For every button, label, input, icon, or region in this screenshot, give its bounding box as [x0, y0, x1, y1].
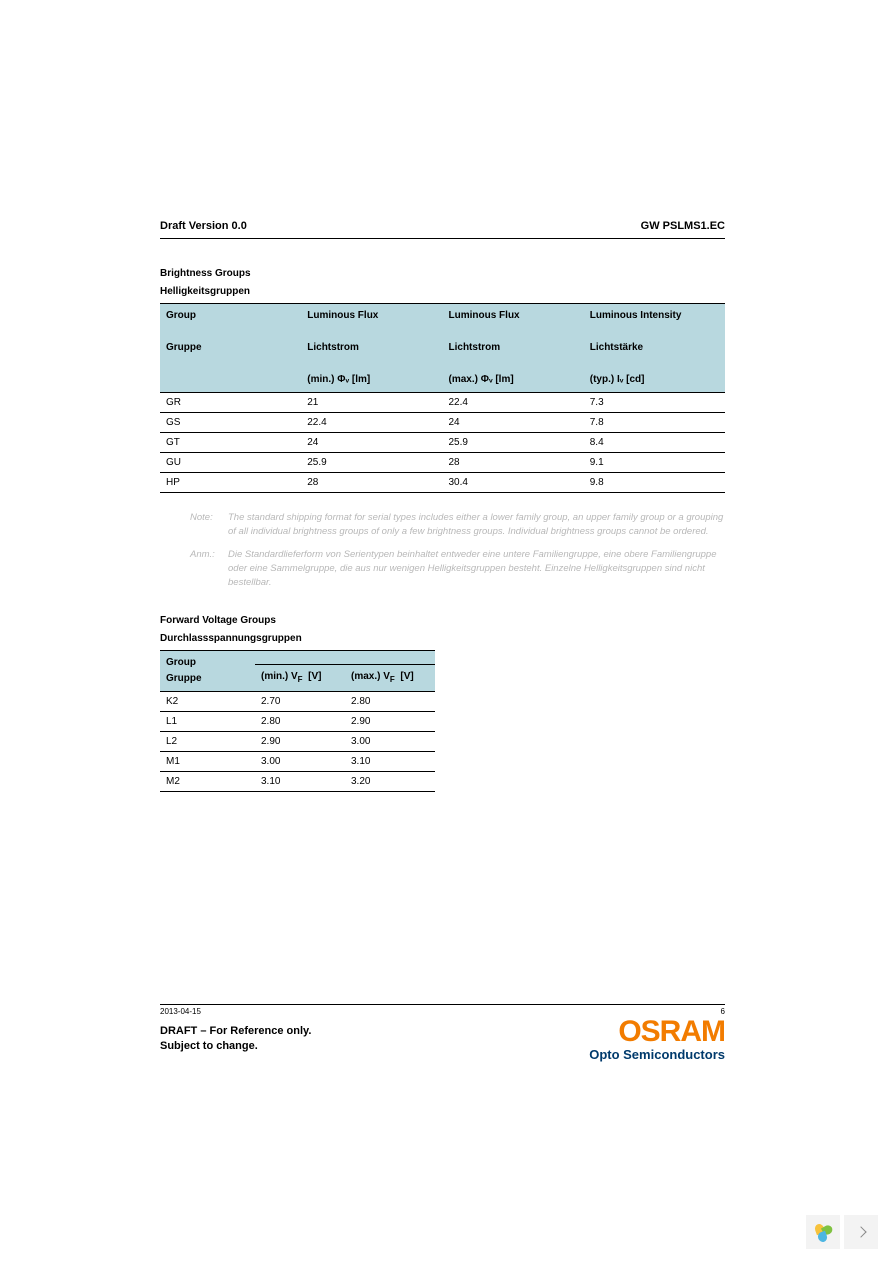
- table-cell: 21: [301, 393, 442, 413]
- col-header-intensity: Luminous Intensity Lichtstärke (typ.) Iᵥ…: [584, 304, 725, 393]
- table-cell: L1: [160, 712, 255, 732]
- chevron-right-icon: [855, 1226, 866, 1237]
- col-header-group: Group Gruppe: [160, 304, 301, 393]
- note-label-de: Anm.:: [190, 548, 228, 591]
- table-cell: 30.4: [443, 473, 584, 493]
- table-cell: 3.10: [345, 752, 435, 772]
- table-cell: 8.4: [584, 433, 725, 453]
- vcol-header-group: Group Gruppe: [160, 651, 255, 692]
- page-header: Draft Version 0.0 GW PSLMS1.EC: [160, 220, 725, 239]
- logo-main: OSRAM: [589, 1018, 725, 1045]
- vcol-header-span: [255, 651, 435, 665]
- header-draft-version: Draft Version 0.0: [160, 220, 247, 232]
- viewer-controls: [806, 1215, 878, 1249]
- table-cell: M1: [160, 752, 255, 772]
- table-cell: 3.00: [345, 732, 435, 752]
- next-page-button[interactable]: [844, 1215, 878, 1249]
- table-cell: 3.00: [255, 752, 345, 772]
- table-cell: GT: [160, 433, 301, 453]
- brightness-title-en: Brightness Groups: [160, 267, 725, 281]
- brightness-table: Group Gruppe Luminous Flux Lichtstrom (m…: [160, 303, 725, 493]
- table-row: L22.903.00: [160, 732, 435, 752]
- table-cell: 2.80: [255, 712, 345, 732]
- header-part-number: GW PSLMS1.EC: [641, 220, 725, 232]
- table-cell: 25.9: [301, 453, 442, 473]
- table-row: GT2425.98.4: [160, 433, 725, 453]
- table-cell: 22.4: [443, 393, 584, 413]
- table-cell: 2.90: [255, 732, 345, 752]
- voltage-title-en: Forward Voltage Groups: [160, 614, 725, 628]
- table-cell: 24: [443, 413, 584, 433]
- table-cell: K2: [160, 692, 255, 712]
- vcol-header-max: (max.) VF [V]: [345, 665, 435, 692]
- table-row: HP2830.49.8: [160, 473, 725, 493]
- col-header-flux-max: Luminous Flux Lichtstrom (max.) Φᵥ [lm]: [443, 304, 584, 393]
- table-row: GS22.4247.8: [160, 413, 725, 433]
- brand-logo: OSRAM Opto Semiconductors: [589, 1018, 725, 1062]
- table-row: M13.003.10: [160, 752, 435, 772]
- brightness-title-de: Helligkeitsgruppen: [160, 285, 725, 299]
- note-text-en: The standard shipping format for serial …: [228, 511, 725, 540]
- table-cell: GR: [160, 393, 301, 413]
- table-cell: 9.1: [584, 453, 725, 473]
- table-cell: 3.20: [345, 772, 435, 792]
- table-row: GR2122.47.3: [160, 393, 725, 413]
- table-row: L12.802.90: [160, 712, 435, 732]
- footer-date: 2013-04-15: [160, 1007, 201, 1016]
- petal-icon-button[interactable]: [806, 1215, 840, 1249]
- table-cell: 28: [301, 473, 442, 493]
- table-cell: 25.9: [443, 433, 584, 453]
- logo-sub: Opto Semiconductors: [589, 1047, 725, 1062]
- table-cell: GS: [160, 413, 301, 433]
- table-cell: 7.3: [584, 393, 725, 413]
- table-cell: 2.90: [345, 712, 435, 732]
- col-header-flux-min: Luminous Flux Lichtstrom (min.) Φᵥ [lm]: [301, 304, 442, 393]
- table-cell: 22.4: [301, 413, 442, 433]
- note-text-de: Die Standardlieferform von Serientypen b…: [228, 548, 725, 591]
- table-row: GU25.9289.1: [160, 453, 725, 473]
- table-cell: L2: [160, 732, 255, 752]
- table-cell: 2.80: [345, 692, 435, 712]
- table-cell: 3.10: [255, 772, 345, 792]
- table-cell: HP: [160, 473, 301, 493]
- table-cell: 24: [301, 433, 442, 453]
- table-cell: 2.70: [255, 692, 345, 712]
- table-cell: 28: [443, 453, 584, 473]
- voltage-table: Group Gruppe (min.) VF [V] (max.) VF [V]…: [160, 650, 435, 792]
- notes-block: Note: The standard shipping format for s…: [190, 511, 725, 590]
- page-footer: 2013-04-15 6 DRAFT – For Reference only.…: [160, 1004, 725, 1055]
- note-label-en: Note:: [190, 511, 228, 540]
- voltage-title-de: Durchlassspannungsgruppen: [160, 632, 725, 646]
- table-row: K22.702.80: [160, 692, 435, 712]
- table-cell: M2: [160, 772, 255, 792]
- brightness-section: Brightness Groups Helligkeitsgruppen Gro…: [160, 267, 725, 493]
- table-cell: 9.8: [584, 473, 725, 493]
- table-row: M23.103.20: [160, 772, 435, 792]
- document-page: Draft Version 0.0 GW PSLMS1.EC Brightnes…: [160, 220, 725, 792]
- vcol-header-min: (min.) VF [V]: [255, 665, 345, 692]
- table-cell: 7.8: [584, 413, 725, 433]
- table-cell: GU: [160, 453, 301, 473]
- petal-icon: [813, 1222, 833, 1242]
- voltage-section: Forward Voltage Groups Durchlassspannung…: [160, 614, 725, 792]
